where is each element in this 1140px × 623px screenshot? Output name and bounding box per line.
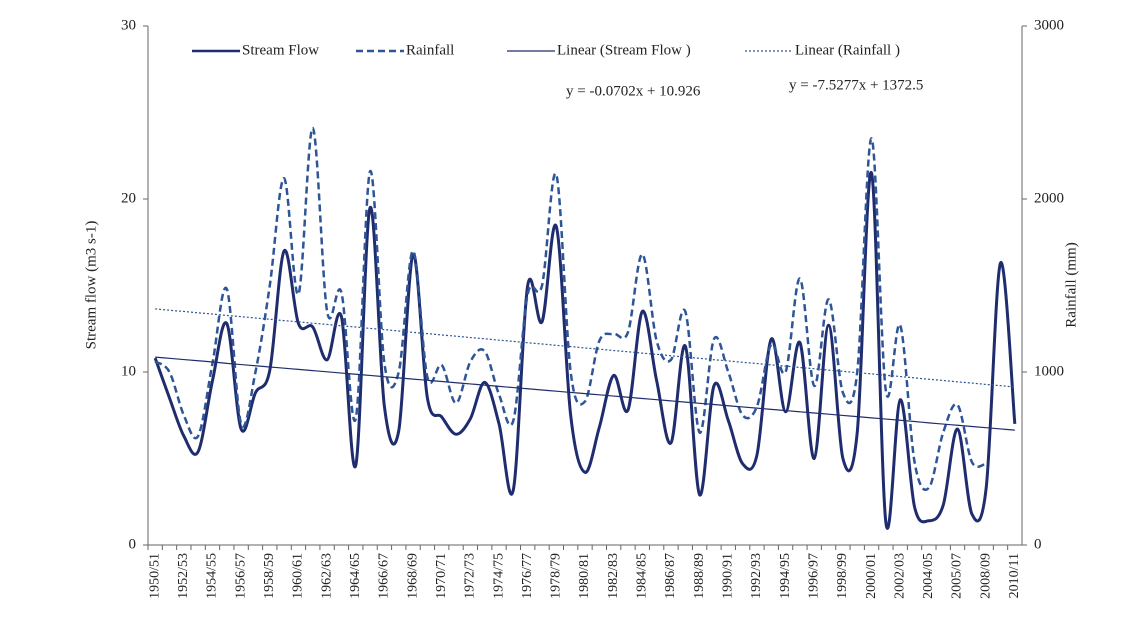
x-tick-label: 1970/71 [434, 553, 449, 599]
x-tick-label: 2004/05 [921, 553, 936, 599]
y-axis-label: Stream flow (m3 s-1) [83, 221, 99, 350]
x-tick-label: 1974/75 [491, 553, 506, 599]
x-tick-label: 1960/61 [291, 553, 306, 599]
annotation: y = -7.5277x + 1372.5 [789, 77, 923, 93]
x-tick-label: 1998/99 [835, 553, 850, 599]
x-tick-label: 2000/01 [864, 553, 879, 599]
x-tick-label: 1984/85 [635, 553, 650, 599]
y-tick-label: 10 [121, 363, 136, 379]
x-tick-label: 1968/69 [405, 553, 420, 599]
x-tick-label: 2002/03 [892, 553, 907, 599]
x-tick-label: 1964/65 [348, 553, 363, 599]
x-tick-label: 1980/81 [577, 553, 592, 599]
x-tick-label: 2005/07 [950, 553, 965, 599]
x-tick-label: 1956/57 [233, 553, 248, 599]
x-tick-label: 1978/79 [549, 553, 564, 599]
series-line [153, 171, 1017, 530]
x-tick-label: 1972/73 [463, 553, 478, 599]
y2-axis-label: Rainfall (mm) [1063, 242, 1079, 327]
x-tick-label: 1962/63 [319, 553, 334, 599]
y2-tick-label: 1000 [1034, 363, 1064, 379]
x-tick-label: 1952/53 [176, 553, 191, 599]
y-tick-label: 30 [121, 17, 136, 33]
annotation: y = -0.0702x + 10.926 [566, 83, 701, 99]
x-tick-label: 2010/11 [1007, 553, 1022, 598]
legend-label: Linear (Stream Flow ) [557, 42, 691, 58]
y2-tick-label: 3000 [1034, 17, 1064, 33]
legend-label: Stream Flow [242, 42, 319, 58]
x-tick-label: 1954/55 [205, 553, 220, 599]
x-tick-label: 2008/09 [978, 553, 993, 599]
x-tick-label: 1988/89 [692, 553, 707, 599]
x-tick-label: 1966/67 [377, 553, 392, 599]
y-tick-label: 0 [129, 536, 137, 552]
x-tick-label: 1992/93 [749, 553, 764, 599]
y2-tick-label: 0 [1034, 536, 1042, 552]
series-line [154, 126, 987, 491]
x-tick-label: 1982/83 [606, 553, 621, 599]
x-tick-label: 1976/77 [520, 553, 535, 599]
x-tick-label: 1958/59 [262, 553, 277, 599]
legend-label: Linear (Rainfall ) [795, 42, 900, 58]
x-tick-label: 1994/95 [778, 553, 793, 599]
y-tick-label: 20 [121, 190, 136, 206]
series-line [155, 356, 1015, 431]
x-tick-label: 1990/91 [720, 553, 735, 599]
legend-label: Rainfall [406, 42, 454, 58]
x-tick-label: 1996/97 [806, 553, 821, 599]
x-tick-label: 1986/87 [663, 553, 678, 599]
series-line [155, 308, 1015, 388]
x-tick-label: 1950/51 [147, 553, 162, 599]
y2-tick-label: 2000 [1034, 190, 1064, 206]
